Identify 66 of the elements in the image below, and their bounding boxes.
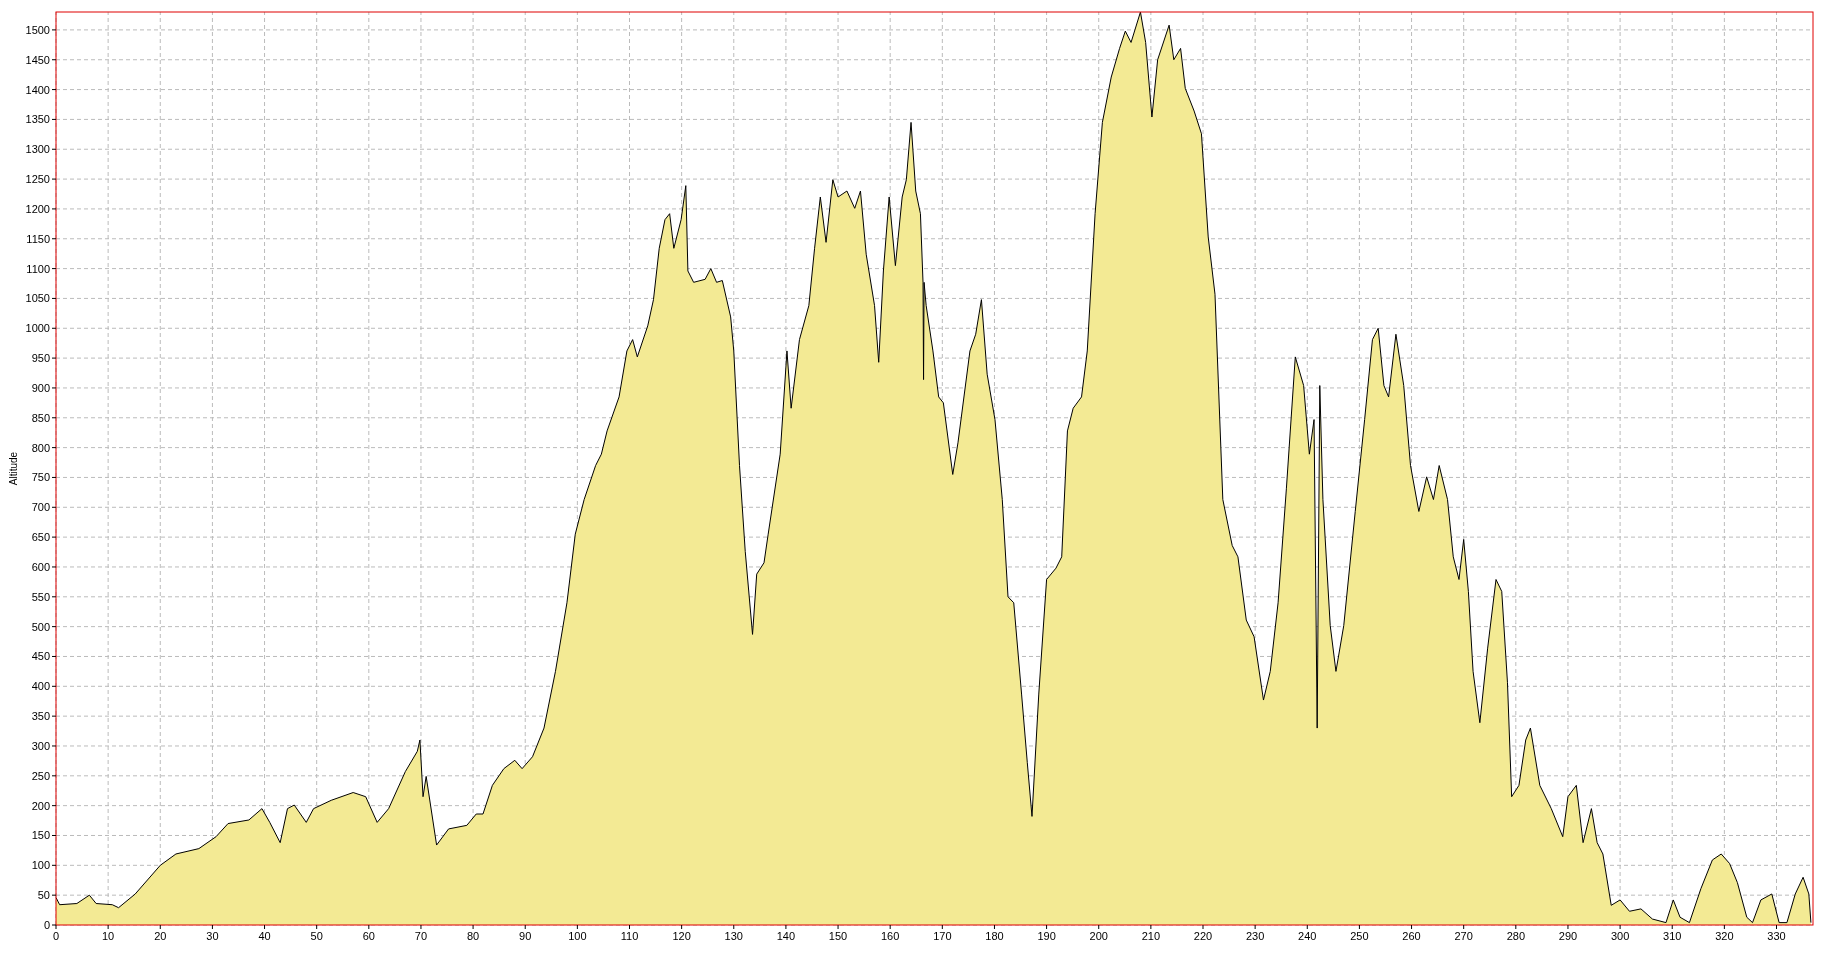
y-tick-label: 700 [31, 501, 50, 514]
x-tick-label: 310 [1663, 930, 1682, 942]
x-tick-label: 80 [466, 930, 480, 942]
x-tick-label: 290 [1558, 930, 1578, 942]
y-tick-label: 50 [37, 889, 50, 902]
y-tick-label: 1450 [25, 53, 50, 66]
x-tick-label: 250 [1350, 930, 1369, 942]
y-tick-label: 400 [31, 680, 50, 693]
x-tick-label: 260 [1402, 930, 1421, 942]
y-tick-label: 450 [31, 650, 50, 663]
y-tick-label: 750 [31, 471, 50, 484]
y-tick-label: 1150 [26, 232, 50, 245]
y-tick-label: 1100 [26, 262, 50, 275]
y-tick-label: 300 [31, 739, 50, 752]
x-tick-label: 120 [672, 930, 691, 942]
y-tick-label: 1350 [25, 113, 50, 126]
x-tick-label: 110 [620, 930, 639, 942]
x-tick-label: 160 [881, 930, 900, 942]
x-tick-label: 330 [1767, 930, 1786, 942]
y-tick-label: 1300 [25, 143, 50, 156]
y-tick-label: 250 [31, 769, 50, 782]
y-tick-label: 100 [31, 859, 50, 872]
y-tick-label: 0 [43, 919, 50, 931]
y-tick-label: 650 [31, 531, 50, 544]
y-tick-label: 1250 [25, 173, 50, 186]
y-tick-label: 950 [31, 352, 50, 365]
x-tick-label: 100 [568, 930, 587, 942]
x-tick-label: 140 [776, 930, 796, 942]
x-tick-label: 90 [519, 930, 532, 942]
x-tick-label: 230 [1245, 930, 1265, 942]
x-tick-label: 60 [362, 930, 375, 942]
x-tick-label: 220 [1193, 930, 1213, 942]
x-tick-label: 30 [206, 930, 219, 942]
x-tick-label: 50 [310, 930, 323, 942]
y-tick-label: 1000 [25, 322, 50, 335]
x-tick-label: 270 [1454, 930, 1473, 942]
x-tick-label: 320 [1715, 930, 1734, 942]
y-tick-label: 1050 [25, 292, 50, 305]
x-tick-label: 300 [1610, 930, 1630, 942]
x-tick-label: 0 [52, 930, 60, 942]
x-tick-label: 190 [1037, 930, 1056, 942]
x-tick-label: 240 [1298, 930, 1317, 942]
x-tick-label: 200 [1089, 930, 1108, 942]
y-tick-label: 800 [31, 441, 50, 454]
y-tick-label: 550 [31, 590, 50, 603]
y-tick-label: 850 [31, 411, 50, 424]
x-tick-label: 20 [154, 930, 167, 942]
x-tick-label: 150 [828, 930, 848, 942]
x-tick-label: 180 [985, 930, 1004, 942]
x-tick-label: 210 [1141, 930, 1161, 942]
x-tick-label: 10 [102, 930, 115, 942]
y-tick-label: 200 [31, 799, 50, 812]
y-tick-label: 150 [31, 829, 50, 842]
y-tick-label: 500 [31, 620, 50, 633]
y-tick-label: 1500 [25, 23, 50, 36]
y-tick-label: 600 [31, 560, 50, 573]
x-tick-label: 280 [1506, 930, 1525, 942]
x-tick-label: 70 [414, 930, 428, 942]
y-tick-label: 350 [31, 710, 50, 723]
x-tick-label: 130 [724, 930, 743, 942]
x-tick-label: 170 [933, 930, 952, 942]
y-tick-label: 1200 [25, 202, 50, 215]
y-axis-title: Altitude [8, 451, 19, 486]
y-tick-label: 1400 [25, 83, 50, 96]
y-tick-label: 900 [31, 381, 50, 394]
x-tick-label: 40 [258, 930, 271, 942]
